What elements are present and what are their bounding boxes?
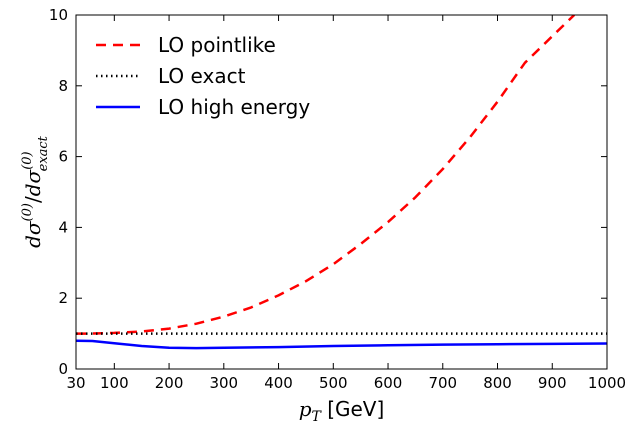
x-tick-label: 100 [100,374,129,392]
ticks-layer: 30 100 200 300 400 500 600 700 800 900 1000 0 2 4 6 8 10 [49,6,626,392]
x-tick-label: 400 [264,374,293,392]
x-tick-label: 900 [538,374,567,392]
y-axis-label-den: dσ [21,168,45,196]
x-axis-label-sub: T [312,409,323,421]
legend-label-3: LO high energy [158,95,310,119]
x-tick-label: 200 [155,374,184,392]
x-axis-label: pT [GeV] [299,397,385,421]
y-tick-label: 2 [58,289,68,307]
y-tick-label: 0 [58,360,68,378]
x-tick-label: 1000 [588,374,626,392]
x-tick-label: 800 [483,374,512,392]
y-axis-label-num-sup: (0) [20,203,35,221]
series-line-1 [76,15,576,335]
y-tick-label: 4 [58,218,68,236]
x-tick-label: 300 [209,374,238,392]
plot-frame [75,14,608,370]
y-tick-label: 6 [58,148,68,166]
legend: LO pointlike LO exact LO high energy [96,33,310,119]
y-axis-label-den-sub: exact [36,135,51,171]
x-tick-label: 600 [374,374,403,392]
x-axis-label-unit: [GeV] [321,397,384,421]
x-tick-label: 700 [428,374,457,392]
series-layer [76,15,607,350]
y-axis-label: dσ(0)/dσ(0)exact [20,135,51,248]
x-tick-label: 500 [319,374,348,392]
series-line-3 [76,339,607,350]
legend-label-2: LO exact [158,64,246,88]
legend-label-1: LO pointlike [158,33,276,57]
y-axis-label-num: dσ [21,220,45,248]
x-tick-label: 30 [66,374,85,392]
y-axis-label-slash: / [21,196,45,203]
y-tick-label: 8 [58,77,68,95]
y-tick-label: 10 [49,6,68,24]
x-axis-label-var: p [299,397,312,421]
y-axis-label-den-sup: (0) [20,151,35,169]
